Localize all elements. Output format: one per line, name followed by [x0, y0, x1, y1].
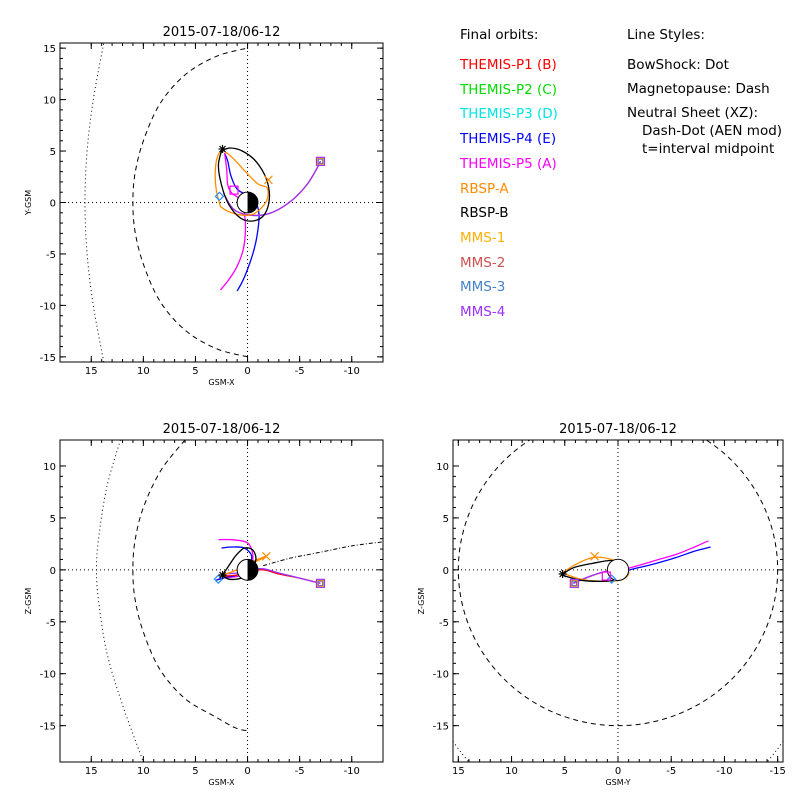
y-tick-label: -15 — [40, 353, 56, 364]
bowshock-line — [453, 740, 470, 762]
panel-bottom-right: 15 10 5 0 -5 -10 -15 10 5 0 -5 -10 -15 2015-07-18/06-… — [417, 422, 786, 787]
orbit-rbsp-a — [214, 150, 269, 216]
square-marker — [571, 580, 577, 586]
earth-nightside — [247, 559, 258, 581]
magnetopause-line — [132, 440, 248, 732]
square-marker — [318, 158, 323, 164]
x-axis-label: GSM-Y — [605, 778, 630, 787]
x-tick-label: -10 — [344, 366, 360, 377]
plot-area — [60, 43, 383, 362]
x-tick-label: 15 — [452, 766, 465, 777]
y-tick-label: 0 — [50, 199, 56, 210]
y-tick-label: 10 — [43, 462, 56, 473]
y-tick-label: -5 — [439, 618, 449, 629]
orbit-themis-p5-a- — [219, 153, 247, 291]
square-marker — [571, 580, 578, 587]
x-tick-label: 10 — [505, 766, 518, 777]
square-marker — [315, 156, 326, 166]
x-axis-label: GSM-X — [208, 378, 235, 387]
x-tick-label: 15 — [85, 766, 98, 777]
x-tick-label: 5 — [562, 766, 568, 777]
y-axis-label: Z-GSM — [417, 588, 426, 615]
panel-bottom-left: 15 10 5 0 -5 -10 10 5 0 -5 -10 -15 2015-07-18/06-12 G… — [24, 422, 384, 787]
plot-area — [453, 440, 783, 762]
x-tick-label: 0 — [615, 766, 621, 777]
panel-title: 2015-07-18/06-12 — [163, 25, 281, 40]
x-tick-label: 10 — [137, 766, 150, 777]
bowshock-line — [766, 740, 783, 762]
x-tick-label: -5 — [666, 766, 676, 777]
square-marker — [569, 578, 579, 588]
orbit-mms-4 — [223, 161, 322, 217]
y-tick-label: -15 — [40, 722, 56, 733]
panel-title: 2015-07-18/06-12 — [559, 422, 677, 437]
square-marker — [317, 579, 324, 587]
x-tick-label: -10 — [716, 766, 732, 777]
plot-area — [60, 440, 383, 762]
square-marker — [570, 579, 578, 587]
y-tick-label: 5 — [50, 147, 56, 158]
x-tick-label: -5 — [295, 366, 305, 377]
y-tick-label: 10 — [43, 96, 56, 107]
x-marker — [261, 551, 271, 561]
square-marker — [229, 185, 239, 195]
x-tick-label: 5 — [192, 766, 198, 777]
x-tick-label: -10 — [344, 766, 360, 777]
x-tick-label: 15 — [85, 366, 98, 377]
y-tick-label: 5 — [50, 514, 56, 525]
bowshock-line — [95, 440, 144, 762]
y-tick-label: -10 — [433, 670, 449, 681]
square-marker — [601, 571, 611, 581]
square-marker — [317, 157, 324, 165]
square-marker — [317, 158, 324, 165]
orbit-rbsp-b — [221, 547, 257, 581]
orbit-themis-p4-e- — [223, 152, 260, 292]
bowshock-line — [84, 43, 105, 362]
earth-icon — [606, 558, 630, 581]
plot-frame — [59, 439, 384, 763]
star-marker — [218, 144, 227, 153]
panel-title: 2015-07-18/06-12 — [163, 422, 281, 437]
earth-nightside — [247, 192, 258, 213]
square-marker — [318, 580, 323, 586]
y-tick-label: 10 — [436, 462, 449, 473]
y-axis-label: Y-GSM — [24, 190, 33, 216]
x-marker — [590, 551, 600, 561]
neutral-sheet-line — [263, 541, 383, 567]
star-marker — [218, 571, 227, 580]
x-axis-label: GSM-X — [208, 778, 235, 787]
y-axis-label: Z-GSM — [24, 588, 33, 615]
y-tick-label: 5 — [443, 514, 449, 525]
x-tick-label: 0 — [244, 766, 250, 777]
y-tick-label: 0 — [443, 566, 449, 577]
diamond-marker — [214, 191, 225, 202]
orbit-themis-p5-a- — [612, 540, 709, 573]
y-tick-label: -5 — [46, 618, 56, 629]
orbit-themis-p4-e- — [612, 546, 711, 575]
magnetopause-line — [132, 47, 248, 358]
y-tick-label: -10 — [40, 301, 56, 312]
x-tick-label: 0 — [244, 366, 250, 377]
x-marker — [263, 175, 273, 185]
x-tick-label: 5 — [192, 366, 198, 377]
diamond-marker — [213, 574, 224, 585]
y-tick-label: -10 — [40, 670, 56, 681]
square-marker — [315, 578, 326, 588]
square-marker — [317, 580, 324, 587]
diamond-marker — [606, 574, 617, 585]
x-tick-label: -5 — [295, 766, 305, 777]
x-tick-label: 10 — [137, 366, 150, 377]
x-tick-label: -15 — [770, 766, 786, 777]
panel-top-left: 15 10 5 0 -5 -10 -15 -10 -5 0 5 10 15 2015-07-18/06-1… — [24, 25, 384, 387]
y-tick-label: 15 — [43, 44, 56, 55]
y-tick-label: -5 — [46, 250, 56, 261]
y-tick-label: -15 — [433, 722, 449, 733]
orbit-rbsp-b — [217, 147, 271, 222]
y-tick-label: 0 — [50, 566, 56, 577]
star-marker — [558, 569, 567, 578]
